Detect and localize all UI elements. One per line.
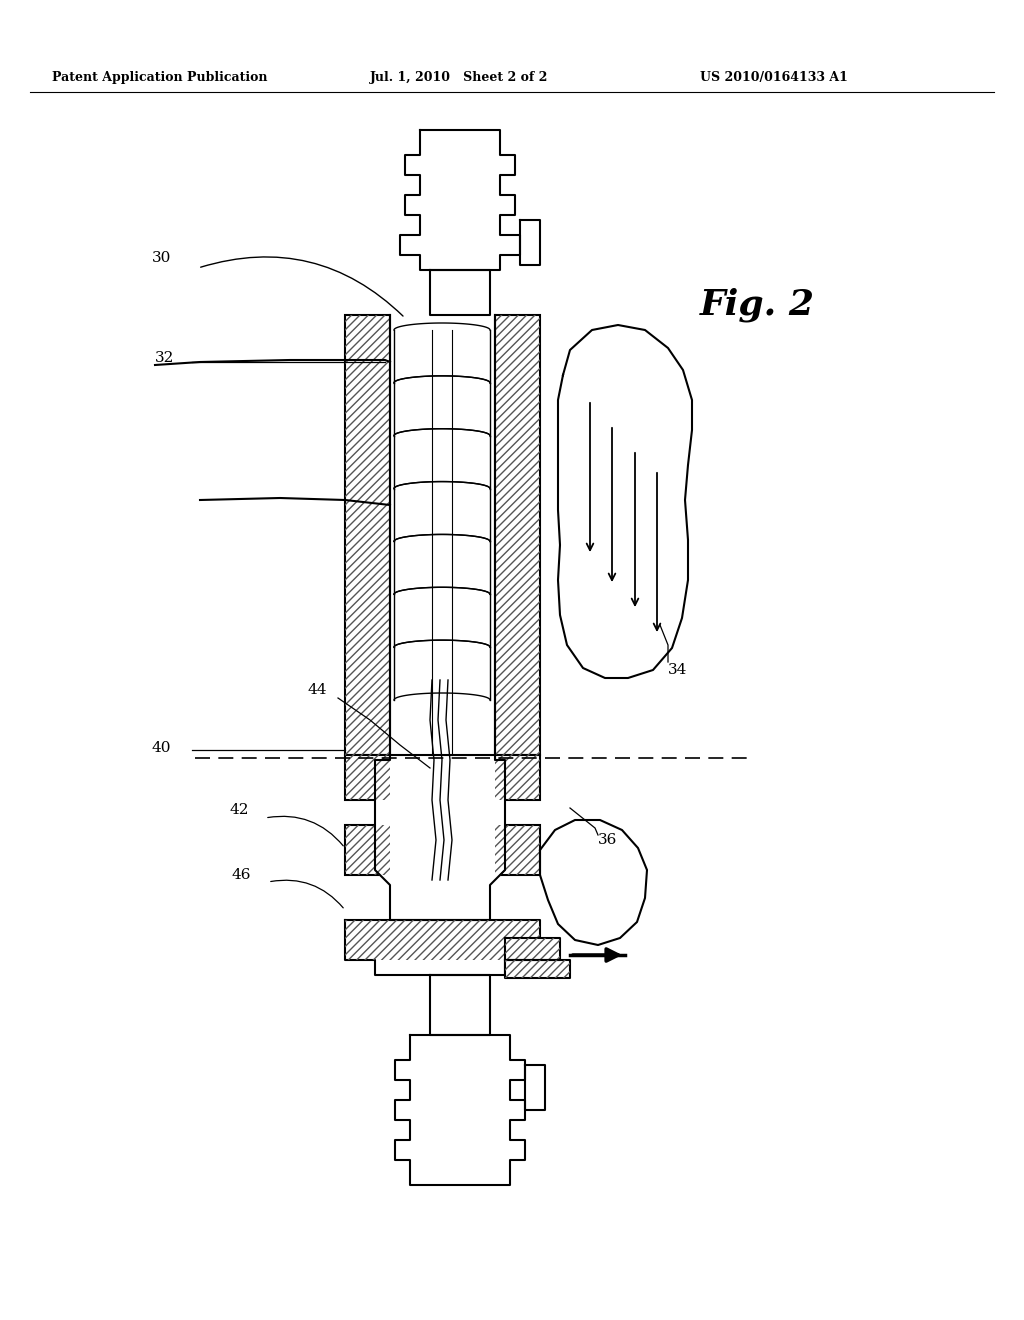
Bar [495,825,540,875]
Bar [505,939,560,960]
Polygon shape [430,975,490,1035]
Bar [345,825,390,875]
Bar [345,315,390,755]
Bar [495,825,540,875]
Polygon shape [394,376,490,436]
Bar [495,755,540,800]
Text: 30: 30 [152,251,171,265]
Polygon shape [395,1035,525,1185]
Bar [495,315,540,755]
Polygon shape [375,755,505,920]
Text: 46: 46 [232,869,252,882]
Polygon shape [394,323,490,383]
Polygon shape [394,640,490,700]
Bar [505,960,570,978]
Polygon shape [505,939,560,960]
Text: 44: 44 [308,682,328,697]
Text: 42: 42 [230,803,250,817]
Text: 36: 36 [598,833,617,847]
Polygon shape [505,960,570,978]
Text: US 2010/0164133 A1: US 2010/0164133 A1 [700,70,848,83]
Polygon shape [394,535,490,594]
Polygon shape [430,271,490,315]
Text: 34: 34 [668,663,687,677]
Text: Patent Application Publication: Patent Application Publication [52,70,267,83]
Bar [345,825,390,875]
Polygon shape [525,1065,545,1110]
Polygon shape [394,429,490,488]
Polygon shape [394,587,490,647]
Polygon shape [394,482,490,541]
Bar [345,755,390,800]
Bar [495,755,540,800]
Bar [345,920,540,960]
Polygon shape [400,129,520,271]
Polygon shape [432,330,452,730]
Text: 38: 38 [508,960,527,974]
Polygon shape [520,220,540,265]
Text: Jul. 1, 2010   Sheet 2 of 2: Jul. 1, 2010 Sheet 2 of 2 [370,70,549,83]
Bar [495,315,540,755]
Text: 40: 40 [152,741,171,755]
Text: 32: 32 [155,351,174,366]
Polygon shape [345,920,540,975]
Bar [345,755,390,800]
Text: Fig. 2: Fig. 2 [700,288,815,322]
Bar [345,315,390,755]
